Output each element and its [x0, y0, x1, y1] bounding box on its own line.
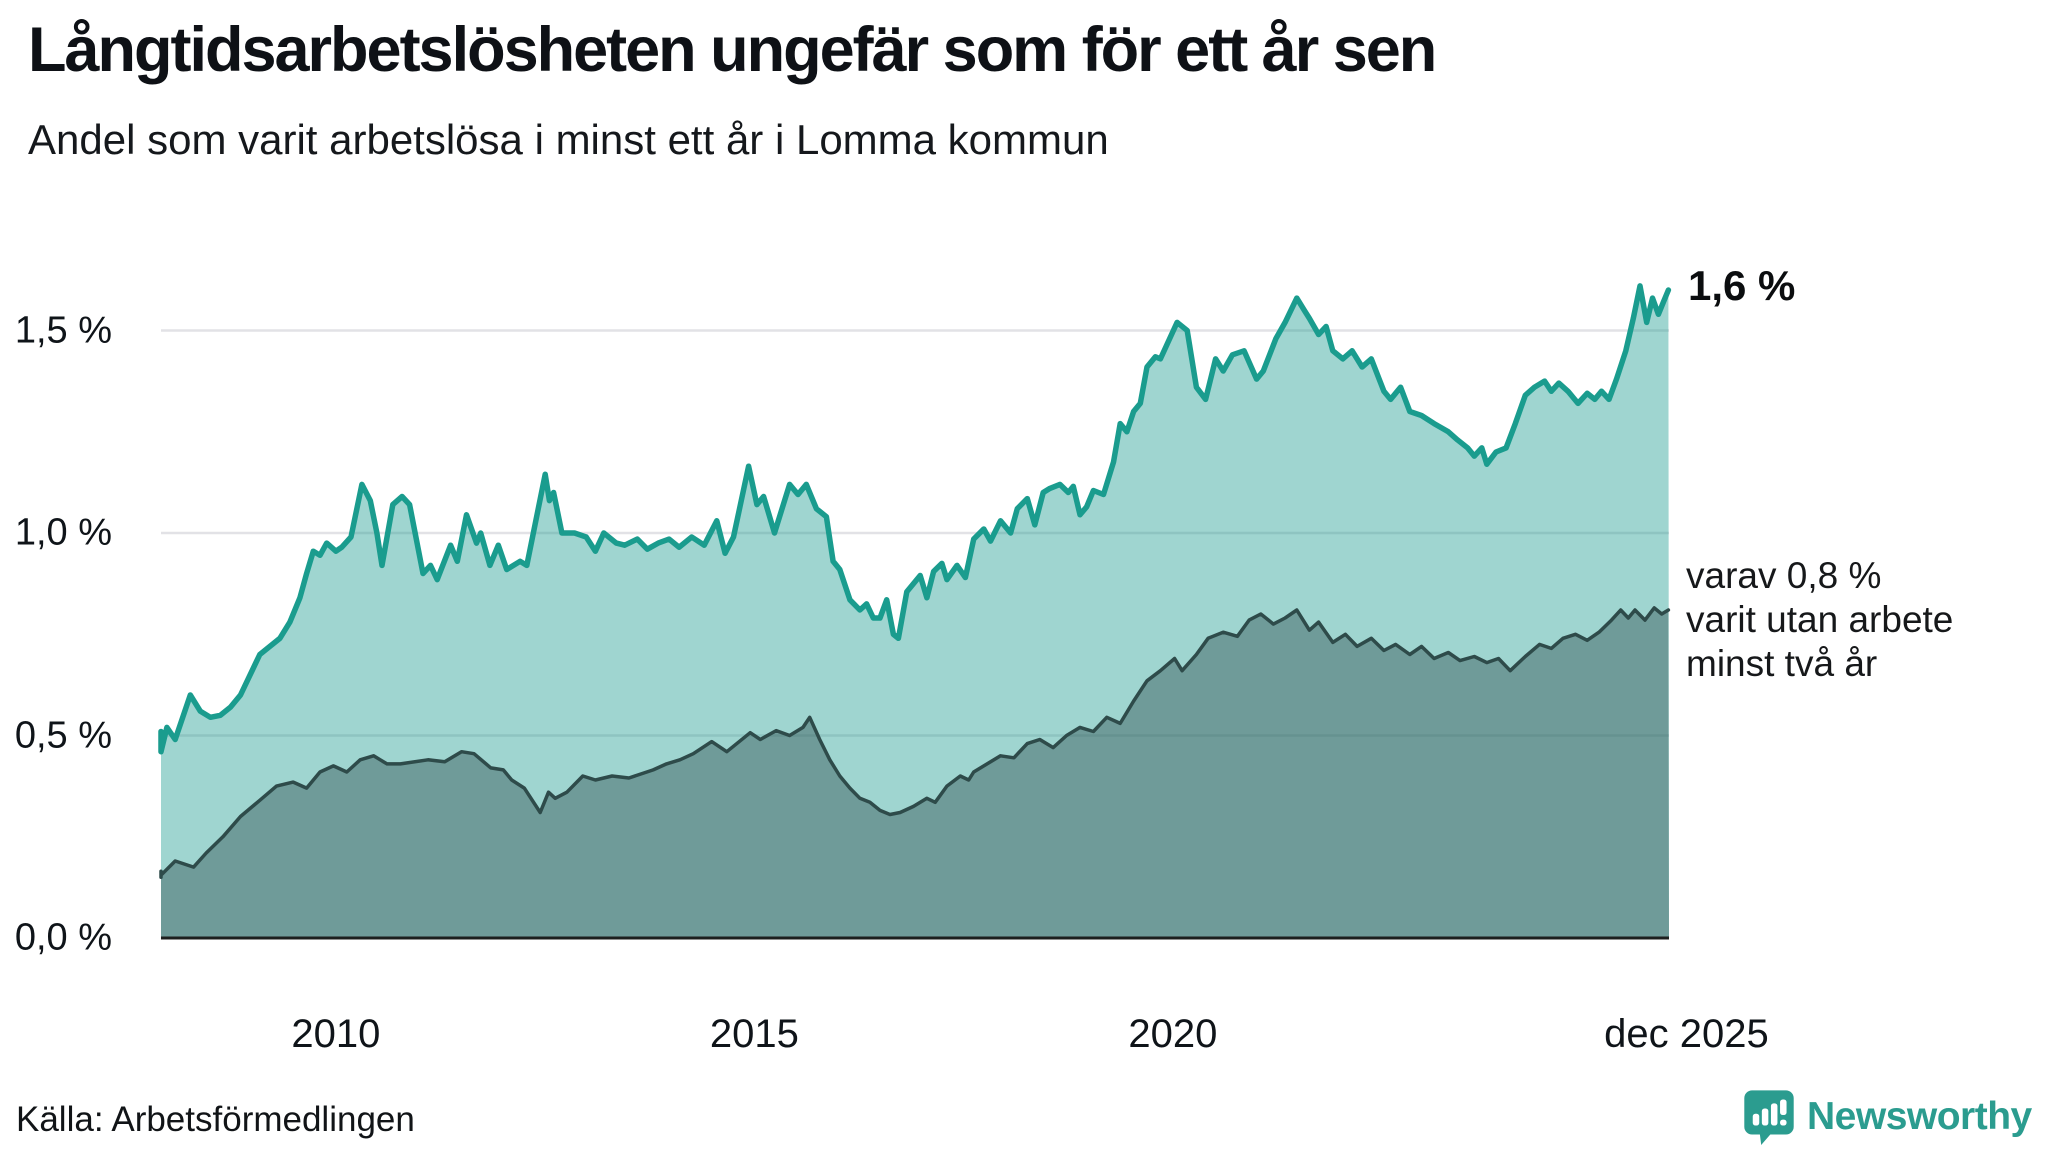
long-term-line [158, 283, 1672, 755]
logo-exclamation-bar [1780, 1099, 1787, 1116]
very-long-term-area [161, 607, 1669, 938]
annotation-line-1: varav 0,8 % [1686, 555, 1882, 596]
x-tick-2015: 2015 [709, 1012, 799, 1056]
logo-exclamation-dot [1780, 1119, 1787, 1126]
x-tick-2010: 2010 [291, 1012, 381, 1056]
logo-bar-medium [1761, 1108, 1769, 1126]
logo-bar-small [1752, 1113, 1760, 1126]
newsworthy-logo: Newsworthy [1743, 1089, 2032, 1145]
y-tick-0-5: 0,5 % [14, 714, 112, 756]
x-tick-dec-2025: dec 2025 [1604, 1012, 1769, 1056]
x-tick-2020: 2020 [1128, 1012, 1218, 1056]
logo-bar-tall [1770, 1103, 1778, 1126]
y-tick-0-0: 0,0 % [14, 916, 112, 959]
page-subtitle: Andel som varit arbetslösa i minst ett å… [28, 116, 1109, 163]
newsworthy-logo-icon [1744, 1090, 1794, 1145]
secondary-series-annotation: varav 0,8 % varit utan arbete minst två … [1686, 554, 1953, 686]
y-tick-1-0: 1,0 % [14, 511, 112, 554]
y-tick-1-5: 1,5 % [14, 309, 112, 351]
series-end-value-label: 1,6 % [1688, 262, 1796, 309]
very-long-term-line [159, 606, 1671, 880]
annotation-line-2: varit utan arbete [1686, 599, 1954, 640]
annotation-line-3: minst två år [1686, 643, 1878, 684]
long-term-area [161, 285, 1669, 938]
page-title: Långtidsarbetslösheten ungefär som för e… [28, 15, 1437, 85]
source-credit: Källa: Arbetsförmedlingen [16, 1100, 415, 1139]
brand-name: Newsworthy [1807, 1095, 2032, 1138]
